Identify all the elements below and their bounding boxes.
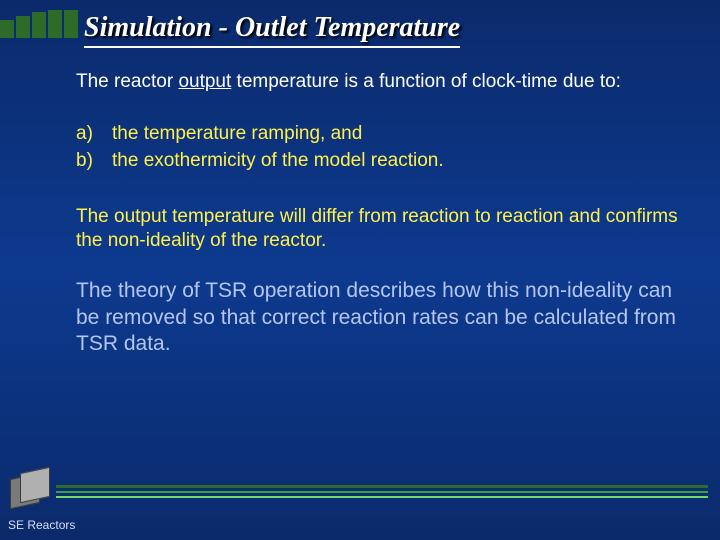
- slide-title: Simulation - Outlet Temperature: [84, 12, 460, 48]
- theory-paragraph: The theory of TSR operation describes ho…: [76, 278, 692, 357]
- decorative-footer-lines: [56, 482, 708, 498]
- logo-icon: [10, 466, 52, 508]
- intro-underlined-word: output: [178, 71, 231, 92]
- list-item: a) the temperature ramping, and: [76, 120, 692, 148]
- slide-content: The reactor output temperature is a func…: [76, 70, 692, 357]
- list-marker: b): [76, 147, 112, 175]
- decorative-header-bars: [0, 10, 78, 38]
- list-text: the temperature ramping, and: [112, 120, 692, 148]
- nonideality-paragraph: The output temperature will differ from …: [76, 205, 692, 253]
- list-marker: a): [76, 120, 112, 148]
- footer-label: SE Reactors: [8, 518, 75, 532]
- intro-paragraph: The reactor output temperature is a func…: [76, 70, 692, 94]
- intro-pre: The reactor: [76, 71, 178, 92]
- list-text: the exothermicity of the model reaction.: [112, 147, 692, 175]
- intro-post: temperature is a function of clock-time …: [231, 71, 621, 92]
- reasons-list: a) the temperature ramping, and b) the e…: [76, 120, 692, 175]
- list-item: b) the exothermicity of the model reacti…: [76, 147, 692, 175]
